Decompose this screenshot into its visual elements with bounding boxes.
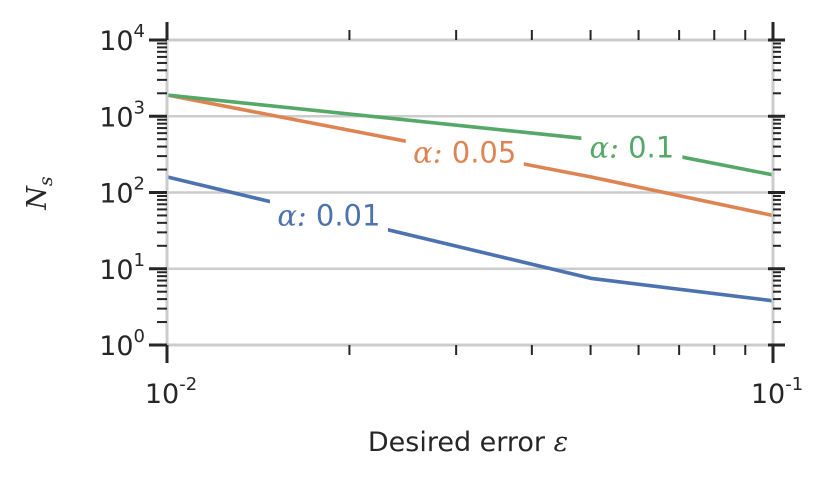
tick-label-exponent: 4 [134, 21, 145, 42]
tick-label-base: 10 [99, 102, 133, 133]
y-axis-label: Ns [22, 176, 57, 211]
series-inline-labels: α: 0.01α: 0.05 α: 0.1 [269, 130, 683, 233]
tick-label-exponent: -1 [785, 374, 803, 395]
x-axis-label-symbol: ε [554, 427, 569, 458]
tick-label-exponent: 3 [134, 97, 145, 118]
series-label-value: 0.01 [307, 199, 381, 233]
tick-label-exponent: 1 [134, 250, 145, 271]
series-line-1 [166, 93, 774, 218]
tick-label-base: 10 [99, 26, 133, 57]
y-tick-label: 100 [99, 326, 145, 362]
y-tick-label: 101 [99, 250, 145, 286]
tick-label-base: 10 [751, 379, 785, 410]
series-label-2: α: 0.1 [590, 130, 675, 164]
series-label-bg-2 [581, 130, 683, 165]
series-label-0: α: 0.01 [277, 199, 380, 233]
y-axis-label-sub: s [35, 176, 57, 186]
x-tick-label: 10-2 [145, 374, 197, 410]
tick-label-base: 10 [99, 331, 133, 362]
tick-label-base: 10 [99, 179, 133, 210]
y-tick-label: 104 [99, 21, 145, 57]
y-tick-label: 103 [99, 97, 145, 133]
series-label-value: 0.1 [619, 130, 674, 164]
series-label-1: α: 0.05 [413, 136, 516, 170]
grid [167, 38, 773, 347]
tick-label-exponent: -2 [179, 374, 197, 395]
series-label-value: 0.05 [443, 136, 517, 170]
series-label-bg-0 [269, 198, 388, 233]
tick-label-base: 10 [99, 255, 133, 286]
tick-label-exponent: 0 [134, 326, 145, 347]
tick-label-base: 10 [145, 379, 179, 410]
tick-marks [149, 22, 785, 363]
series-label-symbol: α: [413, 136, 442, 170]
x-tick-label: 10-1 [751, 374, 803, 410]
tick-label-exponent: 2 [134, 174, 145, 195]
y-axis-label-main: N [22, 185, 53, 211]
y-tick-label: 102 [99, 174, 145, 210]
series-label-symbol: α: [590, 130, 619, 164]
series-label-bg-1 [405, 135, 524, 170]
series-label-symbol: α: [277, 199, 306, 233]
x-axis-label: Desired error ε [368, 427, 568, 458]
x-axis-label-text: Desired error [368, 427, 546, 458]
